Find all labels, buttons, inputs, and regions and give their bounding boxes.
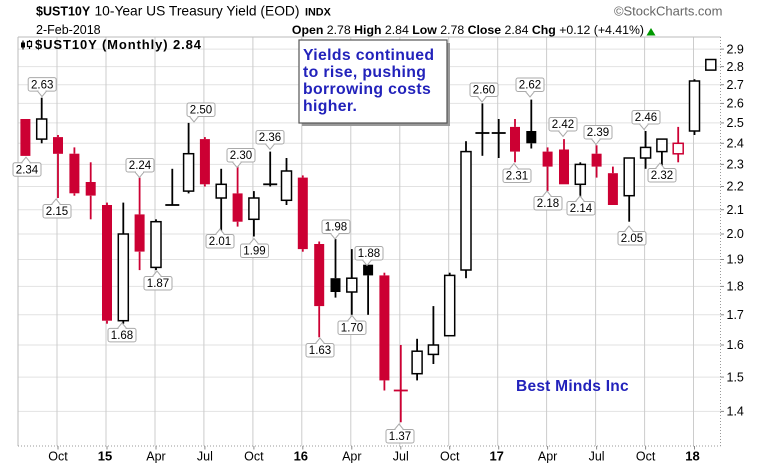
svg-text:2.60: 2.60 [473, 85, 495, 97]
svg-text:2.8: 2.8 [727, 60, 744, 74]
svg-text:2.30: 2.30 [230, 150, 252, 162]
svg-text:Jul: Jul [393, 450, 409, 464]
svg-text:Yields continued: Yields continued [303, 47, 434, 64]
svg-text:1.99: 1.99 [243, 246, 265, 258]
svg-text:2.5: 2.5 [727, 116, 744, 130]
svg-text:17: 17 [489, 449, 503, 464]
svg-text:Oct: Oct [244, 450, 264, 464]
svg-text:2.36: 2.36 [259, 132, 281, 144]
svg-text:1.70: 1.70 [341, 323, 363, 335]
svg-text:Apr: Apr [538, 450, 557, 464]
svg-text:2.3: 2.3 [727, 158, 744, 172]
svg-text:2.46: 2.46 [635, 112, 657, 124]
svg-text:2.0: 2.0 [727, 227, 744, 241]
svg-text:2.50: 2.50 [190, 105, 212, 117]
svg-text:1.87: 1.87 [147, 278, 169, 290]
svg-text:1.9: 1.9 [727, 253, 744, 267]
svg-text:INDX: INDX [305, 7, 332, 19]
svg-text:2.7: 2.7 [727, 78, 744, 92]
svg-text:2.39: 2.39 [587, 127, 609, 139]
svg-text:1.4: 1.4 [727, 405, 744, 419]
svg-text:1.6: 1.6 [727, 338, 744, 352]
svg-text:Jul: Jul [589, 450, 605, 464]
svg-text:18: 18 [685, 449, 699, 464]
svg-text:©StockCharts.com: ©StockCharts.com [614, 4, 723, 19]
svg-text:2.05: 2.05 [621, 233, 643, 245]
svg-text:2.9: 2.9 [727, 42, 744, 56]
svg-text:2.62: 2.62 [519, 80, 541, 92]
svg-text:1.5: 1.5 [727, 370, 744, 384]
svg-text:Oct: Oct [48, 450, 68, 464]
svg-text:Best Minds Inc: Best Minds Inc [516, 378, 629, 395]
svg-text:1.63: 1.63 [309, 345, 331, 357]
svg-text:2.24: 2.24 [129, 160, 152, 172]
svg-text:Apr: Apr [342, 450, 361, 464]
svg-text:2.2: 2.2 [727, 180, 744, 194]
svg-text:borrowing costs: borrowing costs [303, 81, 431, 98]
svg-text:1.37: 1.37 [389, 431, 411, 443]
svg-text:15: 15 [98, 449, 112, 464]
svg-text:2.4: 2.4 [727, 137, 744, 151]
svg-text:1.7: 1.7 [727, 308, 744, 322]
svg-text:2.14: 2.14 [570, 203, 593, 215]
svg-text:2.6: 2.6 [727, 97, 744, 111]
svg-text:2.01: 2.01 [209, 236, 231, 248]
svg-text:1.88: 1.88 [358, 248, 380, 260]
svg-text:10-Year US Treasury Yield (EOD: 10-Year US Treasury Yield (EOD) [95, 4, 300, 19]
svg-text:Oct: Oct [440, 450, 460, 464]
svg-text:2.18: 2.18 [537, 198, 559, 210]
svg-text:2.1: 2.1 [727, 203, 744, 217]
svg-text:2.34: 2.34 [16, 164, 39, 176]
svg-text:Oct: Oct [636, 450, 656, 464]
svg-text:$UST10Y: $UST10Y [36, 5, 91, 19]
svg-text:1.98: 1.98 [325, 222, 347, 234]
svg-text:Apr: Apr [146, 450, 165, 464]
svg-text:1.68: 1.68 [111, 330, 133, 342]
svg-text:to rise, pushing: to rise, pushing [303, 64, 426, 81]
svg-text:higher.: higher. [303, 98, 357, 115]
svg-text:2.15: 2.15 [46, 206, 68, 218]
svg-text:1.8: 1.8 [727, 280, 744, 294]
svg-text:2.31: 2.31 [506, 171, 528, 183]
svg-text:Jul: Jul [197, 450, 213, 464]
svg-text:2.32: 2.32 [651, 170, 673, 182]
svg-text:2-Feb-2018: 2-Feb-2018 [36, 23, 101, 37]
svg-text:2.63: 2.63 [31, 79, 53, 91]
svg-text:$UST10Y (Monthly) 2.84: $UST10Y (Monthly) 2.84 [35, 37, 202, 52]
svg-text:Open 2.78 High 2.84 Low 2.78 C: Open 2.78 High 2.84 Low 2.78 Close 2.84 … [292, 23, 644, 37]
svg-text:2.42: 2.42 [552, 119, 574, 131]
svg-text:16: 16 [294, 449, 308, 464]
